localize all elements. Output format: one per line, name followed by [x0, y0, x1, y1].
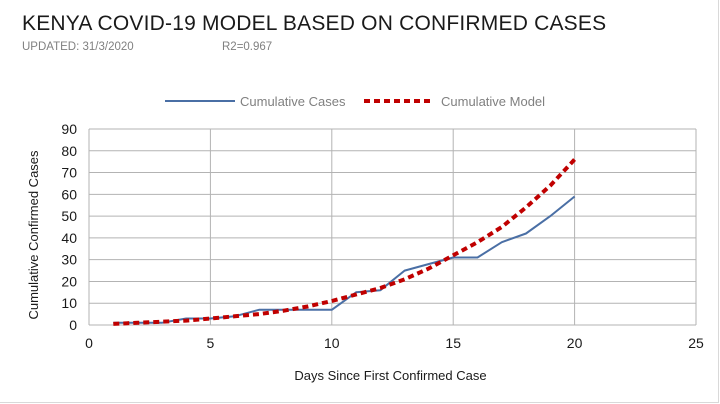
r-squared-value: R2=0.967: [222, 41, 273, 53]
legend: Cumulative Cases Cumulative Model: [165, 94, 545, 109]
y-axis-label: Cumulative Confirmed Cases: [26, 150, 41, 320]
y-tick-label: 50: [61, 208, 77, 224]
updated-date: UPDATED: 31/3/2020: [22, 41, 134, 53]
y-tick-label: 10: [61, 295, 77, 311]
chart-title: KENYA COVID-19 MODEL BASED ON CONFIRMED …: [22, 12, 607, 35]
series-line-cumulative-model: [113, 158, 577, 326]
legend-cumulative-cases-label: Cumulative Cases: [240, 94, 346, 109]
series-line-cumulative-cases: [113, 195, 576, 324]
y-tick-label: 30: [61, 252, 77, 268]
x-tick-label: 15: [445, 335, 461, 351]
y-tick-label: 20: [61, 273, 77, 289]
x-tick-labels: 0 5 10 15 20 25: [85, 335, 704, 351]
gridlines: [88, 128, 697, 326]
x-axis-label: Days Since First Confirmed Case: [294, 368, 486, 383]
y-tick-label: 90: [61, 121, 77, 137]
y-tick-labels: 0 10 20 30 40 50 60 70 80 90: [61, 121, 77, 333]
y-tick-label: 60: [61, 186, 77, 202]
legend-cumulative-model-label: Cumulative Model: [441, 94, 545, 109]
x-tick-label: 5: [207, 335, 215, 351]
x-tick-label: 10: [324, 335, 340, 351]
x-tick-label: 25: [688, 335, 704, 351]
y-tick-label: 0: [69, 317, 77, 333]
y-tick-label: 40: [61, 230, 77, 246]
x-tick-label: 0: [85, 335, 93, 351]
y-tick-label: 70: [61, 165, 77, 181]
x-tick-label: 20: [567, 335, 583, 351]
y-tick-label: 80: [61, 143, 77, 159]
series-lines: [113, 158, 577, 326]
